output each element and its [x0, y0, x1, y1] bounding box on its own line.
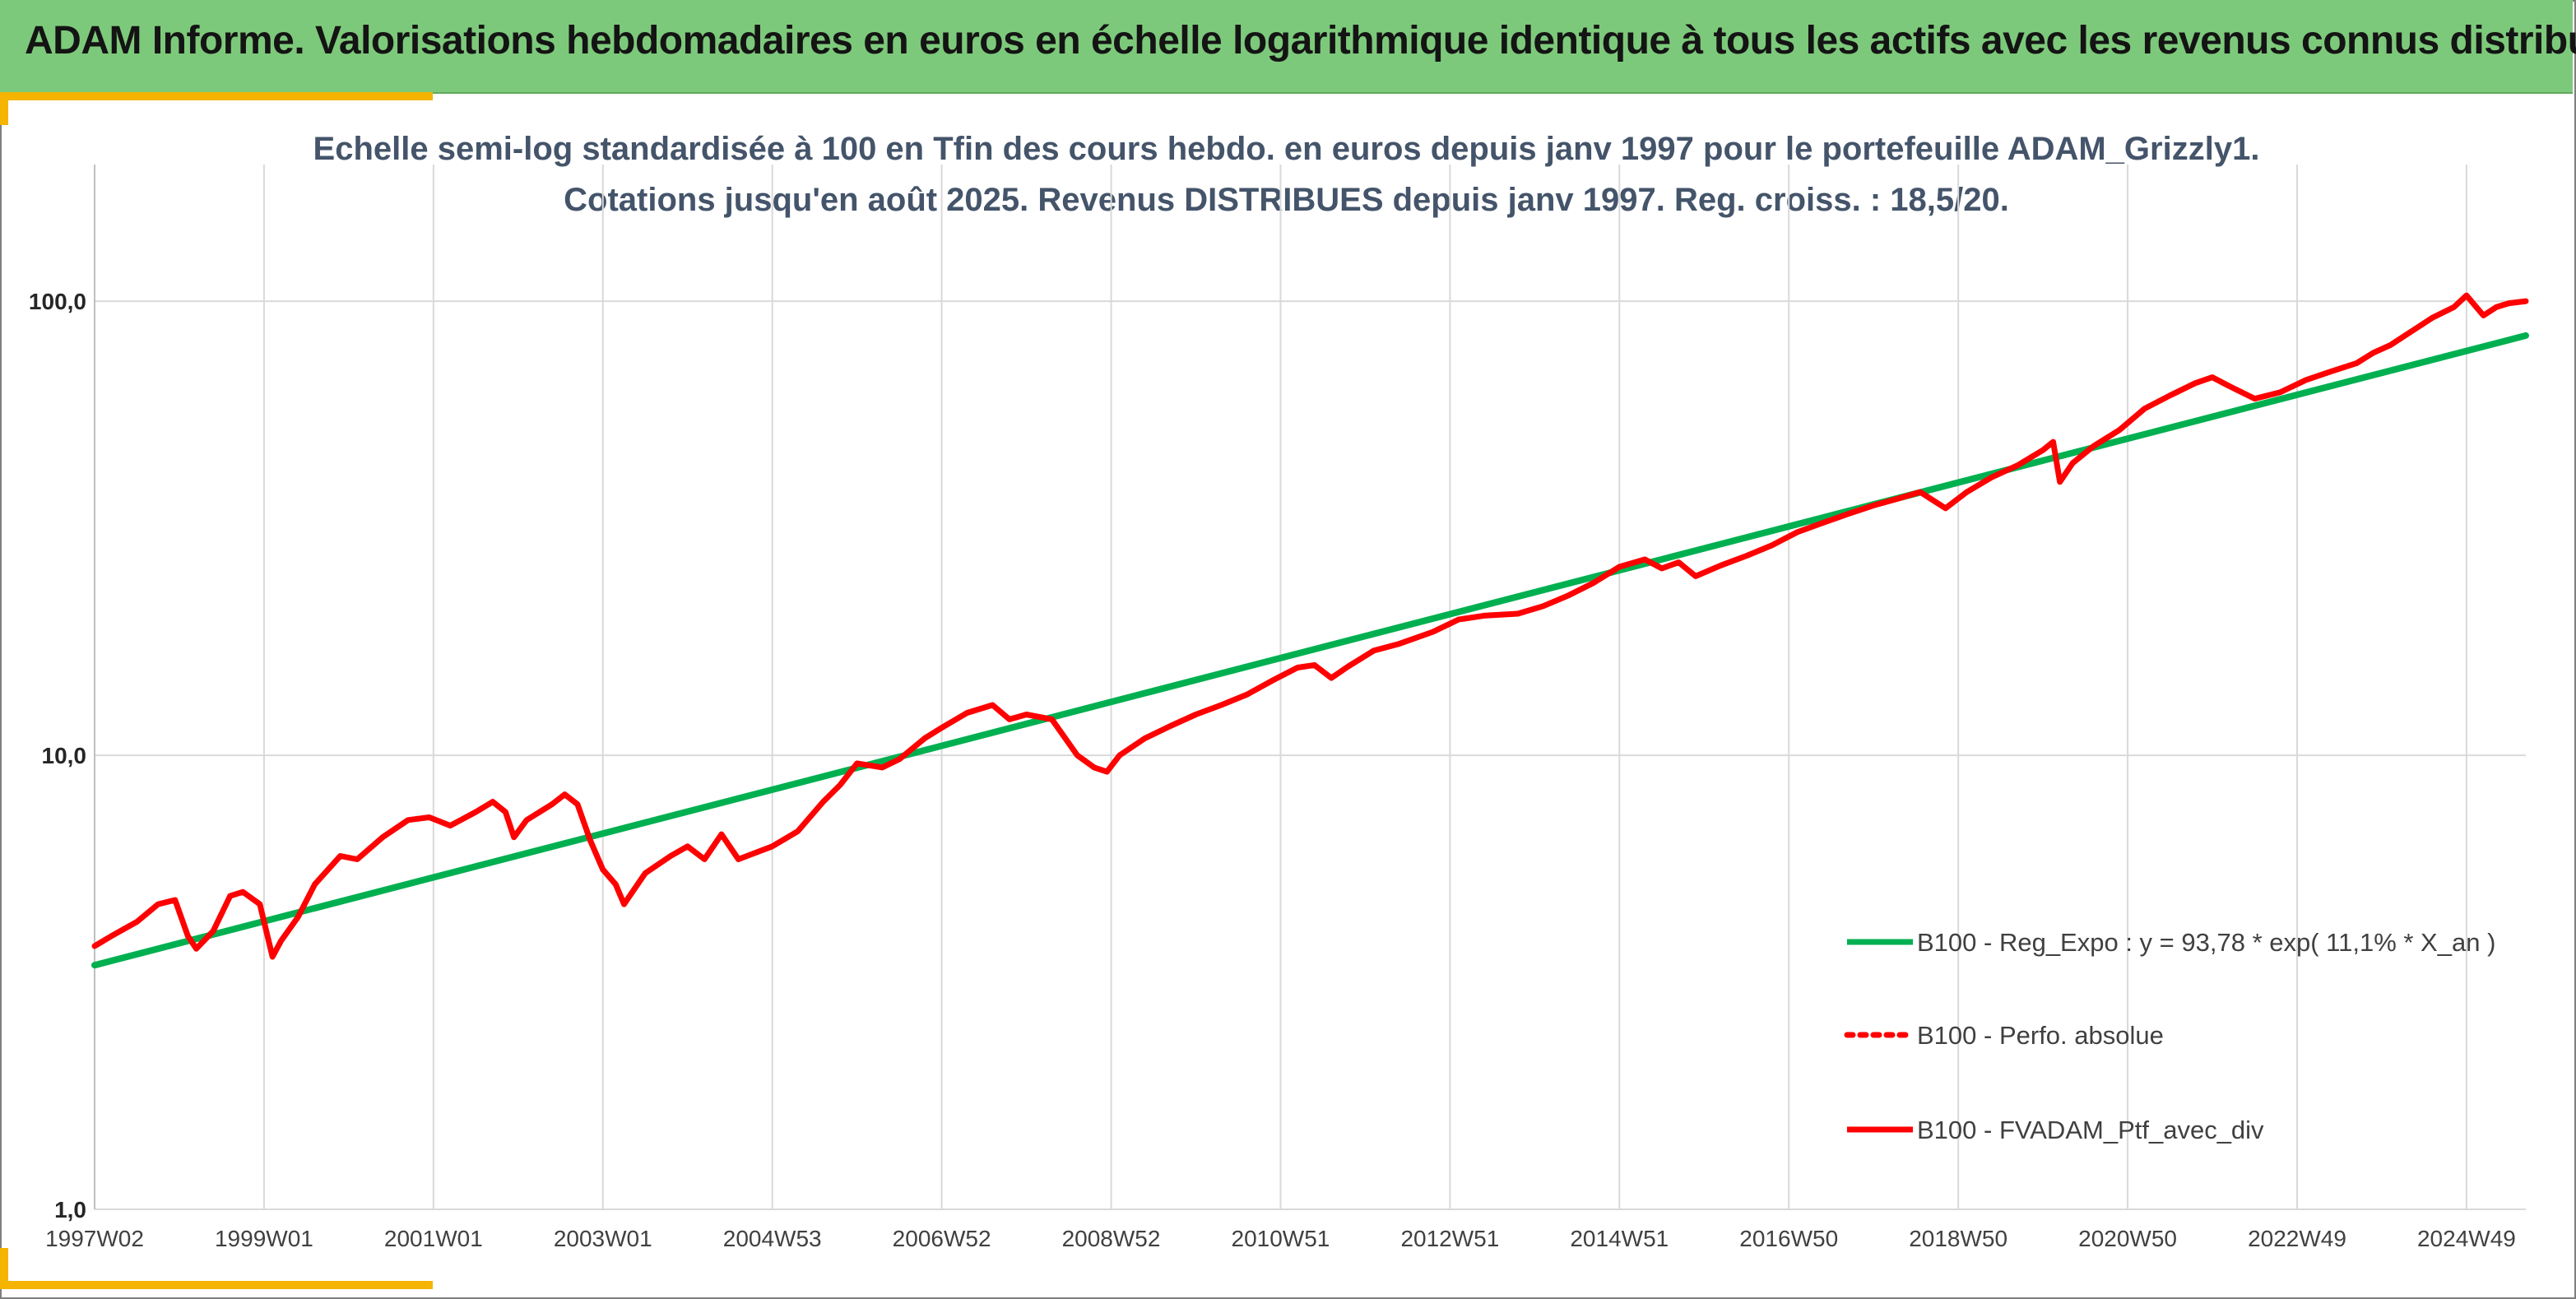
series-line-0 — [91, 332, 2529, 969]
x-tick-label: 2003W01 — [554, 1226, 652, 1251]
series-line-2 — [91, 292, 2529, 960]
corner-accent-top-vertical — [0, 92, 8, 125]
x-tick-label: 2020W50 — [2078, 1226, 2177, 1251]
legend-label-0: B100 - Reg_Expo : y = 93,78 * exp( 11,1%… — [1917, 928, 2495, 957]
page-title: ADAM Informe. Valorisations hebdomadaire… — [25, 19, 2576, 63]
x-tick-label: 2014W51 — [1570, 1226, 1669, 1251]
y-tick-label: 1,0 — [54, 1197, 86, 1222]
corner-accent-bottom-horizontal — [0, 1281, 433, 1289]
x-tick-label: 2016W50 — [1739, 1226, 1838, 1251]
series-layer — [91, 292, 2529, 969]
x-tick-label: 2006W52 — [893, 1226, 991, 1251]
x-tick-label: 2022W49 — [2248, 1226, 2346, 1251]
x-tick-label: 2024W49 — [2417, 1226, 2516, 1251]
legend-label-1: B100 - Perfo. absolue — [1917, 1021, 2164, 1050]
chart-title-line-1: Echelle semi-log standardisée à 100 en T… — [313, 131, 2260, 167]
y-tick-label: 10,0 — [42, 743, 87, 768]
x-tick-label: 1999W01 — [215, 1226, 313, 1251]
corner-accent-bottom-vertical — [0, 1248, 8, 1289]
chart-title-line-2: Cotations jusqu'en août 2025. Revenus DI… — [564, 182, 2009, 218]
legend: B100 - Reg_Expo : y = 93,78 * exp( 11,1%… — [1844, 928, 2495, 1144]
x-tick-label: 2001W01 — [384, 1226, 483, 1251]
x-tick-label: 2012W51 — [1400, 1226, 1499, 1251]
legend-label-2: B100 - FVADAM_Ptf_avec_div — [1917, 1116, 2264, 1144]
chart-title: Echelle semi-log standardisée à 100 en T… — [0, 123, 2573, 225]
x-tick-label: 2004W53 — [723, 1226, 822, 1251]
x-tick-label: 2010W51 — [1232, 1226, 1330, 1251]
x-tick-label: 1997W02 — [45, 1226, 144, 1251]
corner-accent-top-horizontal — [0, 92, 433, 100]
axis-layer: 1997W02 1999W01 2001W01 2003W01 2004W53 2006W… — [29, 165, 2516, 1251]
x-tick-label: 2008W52 — [1062, 1226, 1161, 1251]
y-tick-label: 100,0 — [29, 289, 86, 314]
x-tick-label: 2018W50 — [1909, 1226, 2007, 1251]
grid-layer — [94, 165, 2526, 1210]
header-banner: ADAM Informe. Valorisations hebdomadaire… — [0, 0, 2576, 94]
